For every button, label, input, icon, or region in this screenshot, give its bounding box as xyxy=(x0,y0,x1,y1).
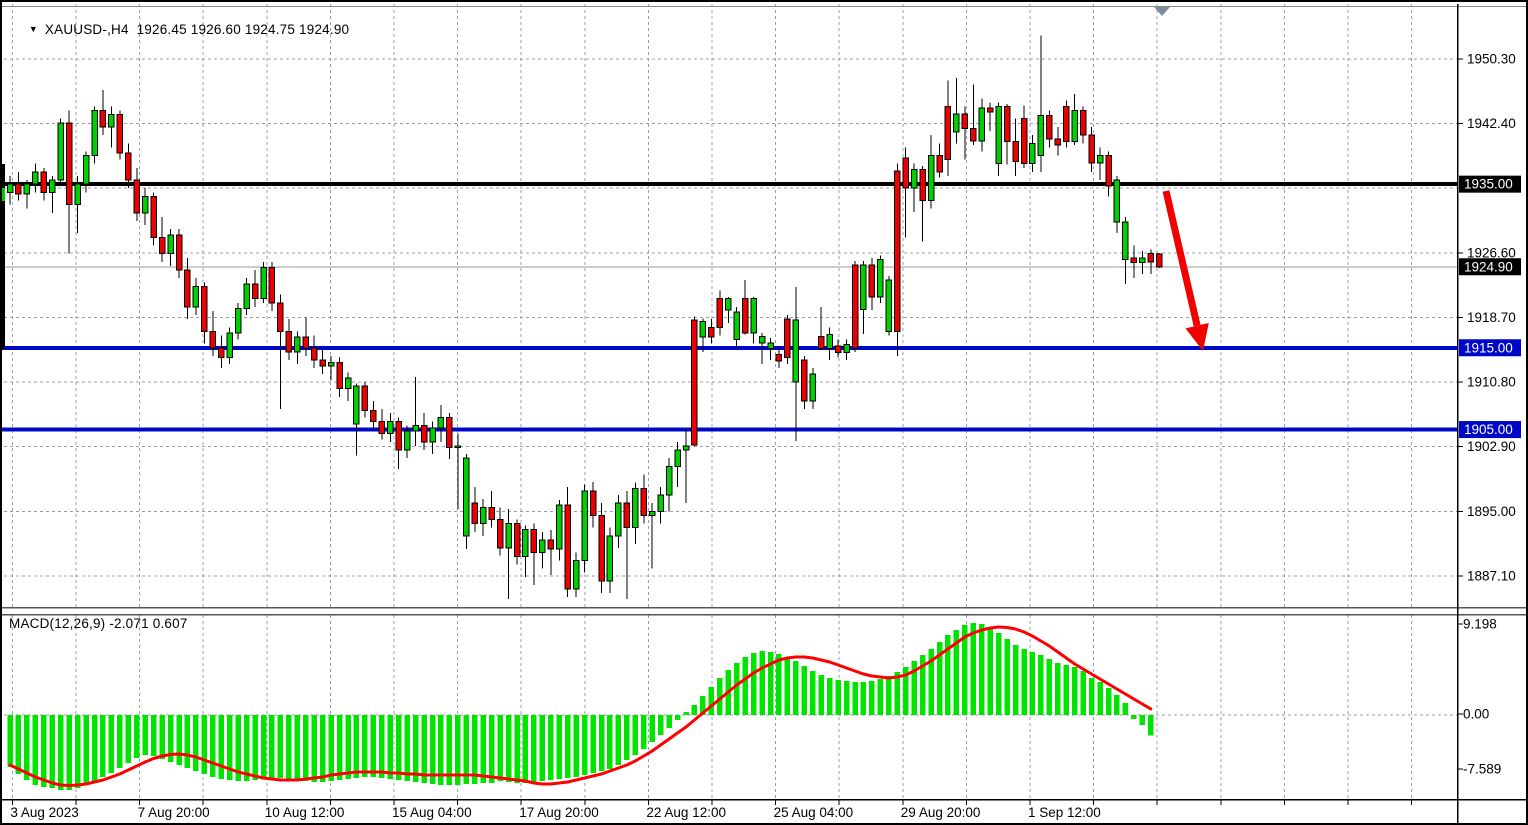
macd-axis-label: 0.00 xyxy=(1463,707,1489,722)
price-badge xyxy=(1459,258,1521,276)
price-badge xyxy=(1459,339,1521,357)
time-tick-label: 3 Aug 2023 xyxy=(10,805,78,820)
time-tick-label: 25 Aug 04:00 xyxy=(774,805,854,820)
ohlc-values: 1926.45 1926.60 1924.75 1924.90 xyxy=(136,22,350,37)
price-tick-label: 1942.40 xyxy=(1467,116,1516,131)
price-tick-label: 1950.30 xyxy=(1467,52,1516,67)
time-tick-label: 15 Aug 04:00 xyxy=(392,805,472,820)
price-tick-label: 1902.90 xyxy=(1467,439,1516,454)
price-badge xyxy=(1459,421,1521,439)
price-tick-label: 1910.80 xyxy=(1467,375,1516,390)
time-tick-label: 22 Aug 12:00 xyxy=(646,805,726,820)
clipped-edge-candle xyxy=(2,164,5,349)
macd-axis-label: -7.589 xyxy=(1463,762,1501,777)
time-tick-label: 10 Aug 12:00 xyxy=(265,805,345,820)
time-tick-label: 17 Aug 20:00 xyxy=(519,805,599,820)
time-tick-label: 7 Aug 20:00 xyxy=(138,805,210,820)
price-tick-label: 1918.70 xyxy=(1467,310,1516,325)
price-axis[interactable]: 1950.30 1942.40 1926.60 1918.70 1910.80 1902.… xyxy=(1457,52,1521,777)
candlestick-series xyxy=(6,35,1163,599)
symbol-dropdown-icon[interactable]: ▼ xyxy=(28,24,38,34)
macd-axis-label: 9.198 xyxy=(1463,617,1497,632)
down-arrow-annotation[interactable] xyxy=(1162,190,1209,351)
time-tick-label: 1 Sep 12:00 xyxy=(1028,805,1101,820)
macd-indicator-label: MACD(12,26,9) -2.071 0.607 xyxy=(9,616,188,631)
time-tick-label: 29 Aug 20:00 xyxy=(901,805,981,820)
pane-borders xyxy=(2,4,1526,823)
series-end-marker-icon xyxy=(1154,7,1170,16)
macd-histogram xyxy=(7,623,1154,790)
chart-title[interactable]: ▼ XAUUSD-,H4 1926.45 1926.60 1924.75 1924… xyxy=(13,7,349,52)
symbol-period-label: XAUUSD-,H4 xyxy=(44,22,129,37)
svg-text:1905.00: 1905.00 xyxy=(1464,422,1513,437)
price-tick-label: 1895.00 xyxy=(1467,504,1516,519)
price-badge xyxy=(1459,175,1521,193)
svg-text:1935.00: 1935.00 xyxy=(1464,177,1513,192)
svg-text:1915.00: 1915.00 xyxy=(1464,340,1513,355)
macd-signal-line xyxy=(8,625,1153,787)
price-tick-label: 1926.60 xyxy=(1467,245,1516,260)
time-axis[interactable]: 3 Aug 2023 7 Aug 20:00 10 Aug 12:00 15 Aug … xyxy=(10,800,1413,820)
price-tick-label: 1887.10 xyxy=(1467,568,1516,583)
svg-text:1924.90: 1924.90 xyxy=(1464,259,1513,274)
